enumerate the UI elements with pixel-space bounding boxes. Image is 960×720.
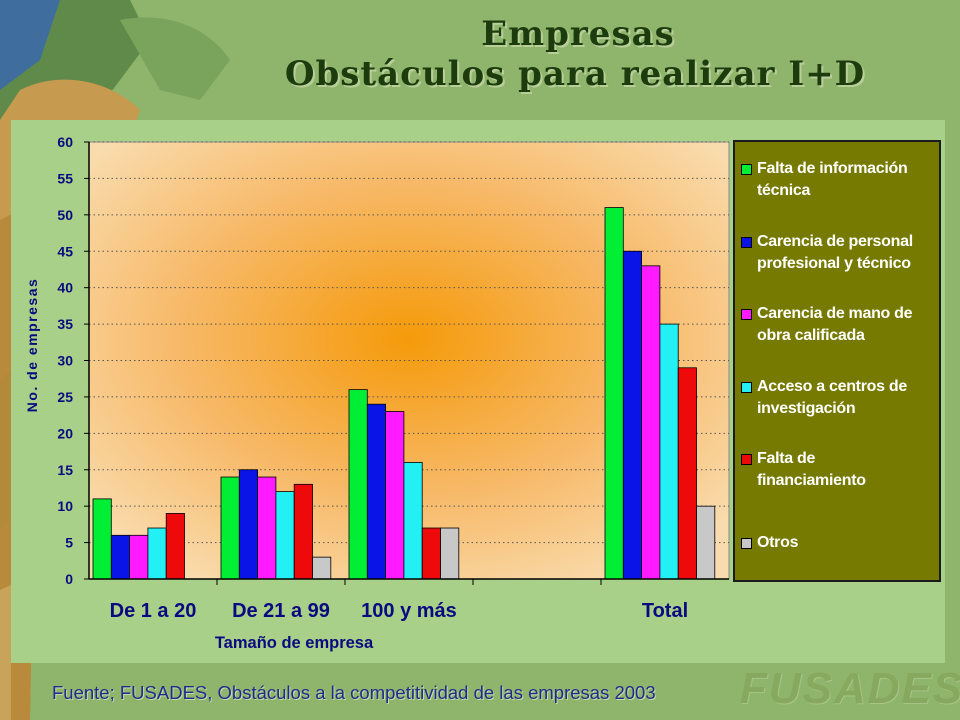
legend-item: Falta de información técnica [741,158,937,202]
legend-label: Acceso a centros de investigación [757,376,941,420]
y-tick-label: 15 [57,462,73,478]
legend-item: Otros [741,532,937,554]
legend-label-line: técnica [757,182,811,199]
bar-chart: 0 5 10 15 20 25 30 35 40 45 50 55 60 De 1 a 20 De 21 … [24,134,730,652]
fusades-logo: FUSADES [740,664,960,713]
legend-label-line: Falta de información [757,160,908,177]
legend-label: Carencia de personal profesional y técnic… [757,231,941,275]
slide-title: Empresas Obstáculos para realizar I+D [0,14,960,94]
legend-label-line: Otros [757,533,799,551]
legend-label: Falta de financiamiento [757,448,941,492]
bar-de-1-a-20-s0 [92,498,112,580]
bar-100-y-m-s-s1 [366,403,386,580]
legend-label: Otros [757,532,941,554]
bar-de-1-a-20-s4 [165,513,185,580]
y-tick-label: 55 [57,170,73,186]
bar-100-y-m-s-s4 [421,527,441,580]
bar-100-y-m-s-s0 [348,389,368,580]
legend-item: Carencia de personal profesional y técnic… [741,231,937,275]
bar-de-1-a-20-s2 [129,534,149,580]
x-tick-label: De 21 a 99 [232,600,330,622]
legend-swatch [741,236,752,248]
bars [92,207,716,580]
y-tick-label: 25 [57,389,73,405]
y-tick-label: 60 [57,134,73,150]
y-tick-label: 40 [57,280,73,296]
title-line-1: Empresas [481,14,675,54]
x-axis-label: Tamaño de empresa [215,634,374,652]
y-axis-label: No. de empresas [24,278,40,413]
legend-label-line: profesional y técnico [757,254,911,272]
bar-100-y-m-s-s2 [385,411,405,580]
y-tick-label: 50 [57,207,73,223]
x-tick-label: De 1 a 20 [110,600,197,622]
legend-item: Carencia de mano de obra calificada [741,303,937,347]
axes [88,142,729,580]
y-tick-label: 30 [57,353,73,369]
bar-total-s2 [641,265,661,580]
bar-total-s1 [622,250,642,580]
y-tick-label: 0 [65,571,73,587]
legend-label-line: Falta de [757,450,816,467]
bar-100-y-m-s-s3 [403,462,423,580]
y-tick-label: 35 [57,316,73,332]
bar-total-s4 [677,367,697,580]
bar-total-s0 [604,207,624,580]
bar-de-21-a-99-s2 [257,476,277,580]
legend-label-line: Carencia de personal [757,232,913,250]
legend-label-line: Carencia de mano de [757,305,913,322]
legend-swatch [741,454,752,465]
legend-item: Falta de financiamiento [741,448,937,492]
bar-de-21-a-99-s4 [293,483,313,580]
legend-label: Falta de información técnica [757,158,941,202]
y-tick-label: 10 [57,498,73,514]
legend-swatch [741,381,752,393]
bar-de-1-a-20-s1 [110,534,131,580]
legend-label: Carencia de mano de obra calificada [757,303,941,347]
y-tick-label: 20 [57,425,73,441]
legend-swatch [741,537,752,549]
bar-de-1-a-20-s3 [147,527,167,580]
legend-label-line: Acceso a centros de [757,377,907,395]
bar-total-s3 [659,323,679,580]
bar-de-21-a-99-s3 [275,491,295,580]
y-tick-label: 5 [65,535,73,551]
y-tick-labels: 0 5 10 15 20 25 30 35 40 45 50 55 60 [57,134,73,587]
bar-total-s5 [696,505,716,580]
chart-legend: Falta de información técnica Carencia de p… [733,140,941,582]
y-tick-label: 45 [57,243,73,259]
source-note: Fuente; FUSADES, Obstáculos a la competi… [52,682,656,703]
x-tick-label: Total [642,600,688,622]
bar-de-21-a-99-s1 [238,469,259,580]
title-line-2: Obstáculos para realizar I+D [284,54,866,94]
legend-swatch [741,309,752,320]
x-tick-labels: De 1 a 20 De 21 a 99 100 y más Total [110,579,688,622]
x-tick-label: 100 y más [361,600,457,622]
bar-de-21-a-99-s5 [312,556,332,580]
legend-swatch [741,164,752,175]
legend-label-line: financiamiento [757,472,866,489]
legend-label-line: investigación [757,399,856,417]
bar-de-21-a-99-s0 [220,476,240,580]
legend-label-line: obra calificada [757,327,865,344]
bar-100-y-m-s-s5 [440,527,460,580]
legend-item: Acceso a centros de investigación [741,376,937,420]
